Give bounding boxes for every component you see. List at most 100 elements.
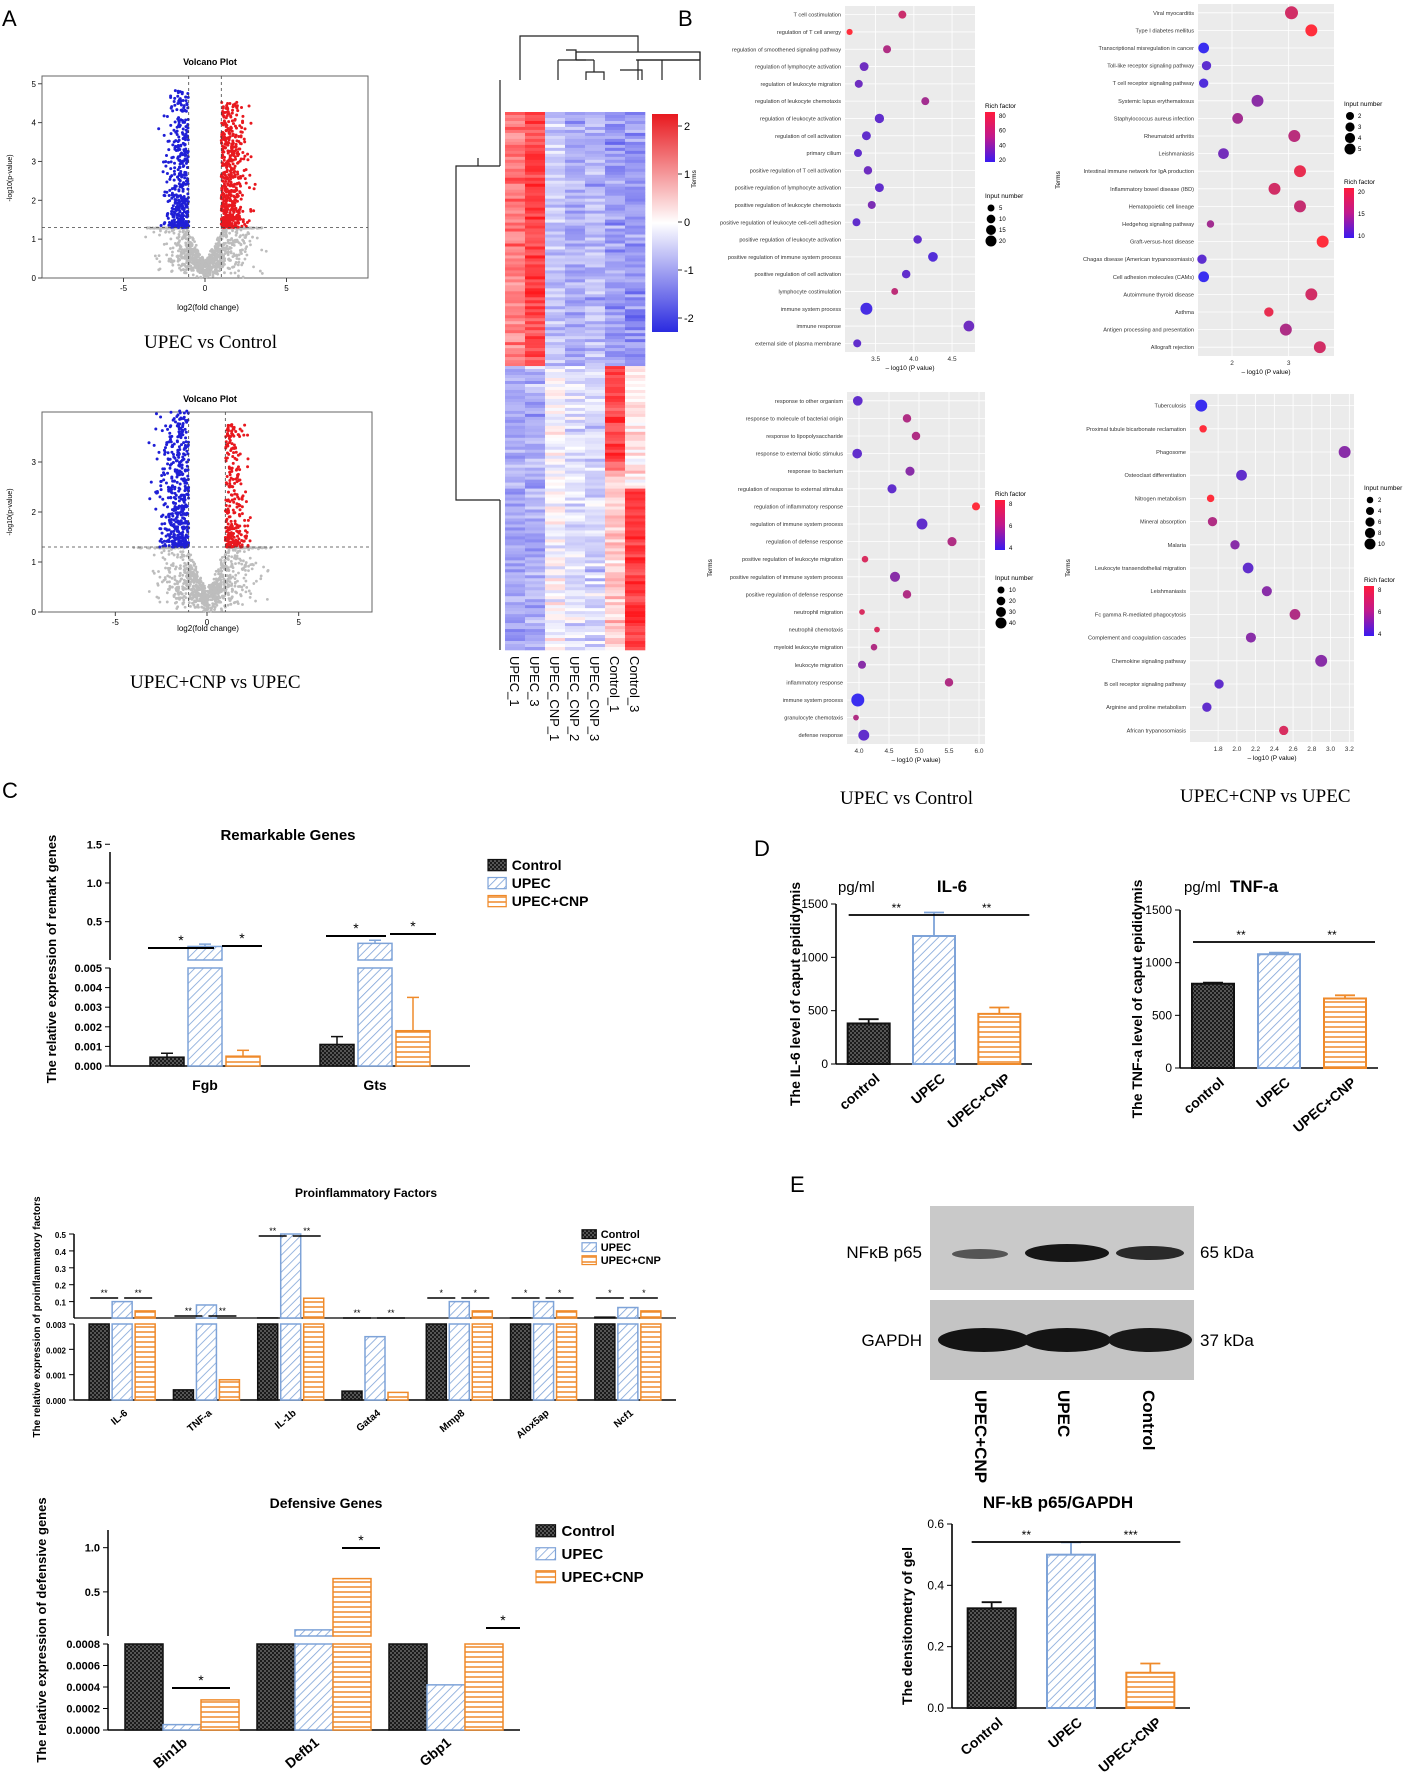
heatmap-cell [585, 264, 606, 268]
heatmap-cell [605, 264, 626, 268]
heatmap-cell [525, 300, 546, 304]
heatmap-cell [585, 479, 606, 483]
dotplot-term-label: regulation of smoothened signaling pathw… [732, 47, 841, 53]
volcano-point-down [184, 224, 188, 228]
volcano-point-ns [238, 549, 242, 553]
heatmap-cell [545, 512, 566, 516]
heatmap-cell [585, 114, 606, 119]
heatmap-cell [525, 488, 546, 492]
volcano-point-down [180, 477, 184, 481]
heatmap-cell [625, 279, 646, 283]
heatmap-cell [605, 357, 626, 361]
volcano-point-down [177, 99, 181, 103]
volcano2-ylabel: -log10(p-value) [7, 488, 14, 535]
volcano-point-up [243, 222, 247, 226]
volcano-point-down [178, 532, 182, 536]
heatmap-cell [545, 542, 566, 546]
heatmap-cell [625, 611, 646, 615]
heatmap-cell [585, 372, 606, 376]
volcano-point-ns [158, 575, 162, 579]
heatmap-cell [605, 572, 626, 576]
heatmap-column-label: Control_1 [607, 656, 622, 712]
heatmap-cell [525, 497, 546, 501]
volcano-point-up [223, 155, 227, 159]
heatmap-cell [505, 153, 526, 158]
volcano-point-ns [169, 247, 172, 250]
heatmap-cell [505, 255, 526, 259]
heatmap-cell [625, 162, 646, 167]
volcano-point-down [184, 171, 188, 175]
volcano-point-up [246, 457, 250, 461]
heatmap-cell [585, 123, 606, 128]
heatmap-column-labels: UPEC_1 UPEC_3 UPEC_CNP_1 UPEC_CNP_2 UPEC_CNP… [507, 656, 642, 741]
dotplot-size-legend-dot [1345, 122, 1355, 132]
heatmap-cell [525, 318, 546, 322]
dotplot-xtick-label: 3 [1287, 360, 1291, 367]
heatmap-cell [545, 180, 566, 185]
volcano-point-down [166, 451, 170, 455]
dotplot-point [854, 149, 862, 158]
volcano-point-down [180, 417, 184, 421]
heatmap-color-legend [652, 114, 678, 332]
volcano-point-up [238, 427, 242, 431]
volcano-point-down [180, 473, 184, 477]
volcano-point-ns [165, 580, 169, 584]
heatmap-cell [525, 336, 546, 340]
heatmap-cell [585, 416, 606, 421]
heatmap-cell [585, 563, 606, 567]
heatmap-cell [625, 336, 646, 340]
volcano-point-ns [210, 595, 214, 598]
volcano-point-down [172, 210, 176, 214]
volcano-point-down [184, 125, 188, 129]
volcano-point-ns [176, 249, 180, 253]
heatmap-cell [625, 509, 646, 513]
heatmap-cell [565, 112, 586, 116]
volcano-point-up [233, 175, 237, 179]
dotplot-point [852, 395, 863, 406]
heatmap-cell [605, 647, 626, 651]
heatmap-cell [585, 458, 606, 462]
heatmap-cell [565, 482, 586, 486]
heatmap-cell [625, 584, 646, 588]
volcano-point-ns [179, 250, 183, 254]
heatmap-cell [585, 159, 606, 164]
volcano-point-ns [192, 574, 196, 577]
volcano-point-ns [178, 566, 181, 570]
volcano-point-ns [217, 577, 221, 580]
volcano-point-down [159, 224, 163, 228]
volcano-point-down [175, 536, 179, 540]
heatmap-cell [605, 366, 626, 370]
volcano-point-ns [228, 231, 231, 235]
volcano-point-ns [220, 609, 224, 612]
volcano-point-up [233, 195, 237, 199]
volcano-point-down [183, 536, 187, 540]
heatmap-cell [505, 327, 526, 331]
heatmap-cell [525, 509, 546, 513]
volcano-point-down [181, 423, 185, 427]
volcano-point-ns [203, 597, 207, 601]
heatmap-cell [565, 318, 586, 322]
heatmap-cell [525, 255, 546, 259]
heatmap-cell [545, 626, 566, 630]
volcano-point-down [186, 200, 190, 204]
dotplot-term-label: Graft-versus-host disease [1130, 240, 1194, 246]
heatmap-cell [585, 485, 606, 489]
heatmap-cell [525, 461, 546, 465]
heatmap-cell [585, 590, 606, 594]
volcano-point-up [229, 166, 233, 170]
heatmap-cell [585, 539, 606, 543]
dotplot-size-legend-value: 10 [999, 217, 1006, 223]
volcano-point-ns [238, 557, 242, 561]
heatmap-cell [525, 261, 546, 265]
volcano-point-ns [256, 547, 260, 551]
heatmap-cell [525, 554, 546, 558]
heatmap-cell [545, 261, 566, 265]
volcano-point-up [234, 189, 238, 193]
volcano-point-down [170, 196, 174, 200]
heatmap-cell [545, 599, 566, 603]
heatmap-cell [505, 180, 526, 185]
heatmap-cell [605, 189, 626, 193]
volcano-xtick-label: -5 [112, 618, 120, 627]
heatmap-cell [625, 276, 646, 280]
heatmap-cell [525, 521, 546, 525]
